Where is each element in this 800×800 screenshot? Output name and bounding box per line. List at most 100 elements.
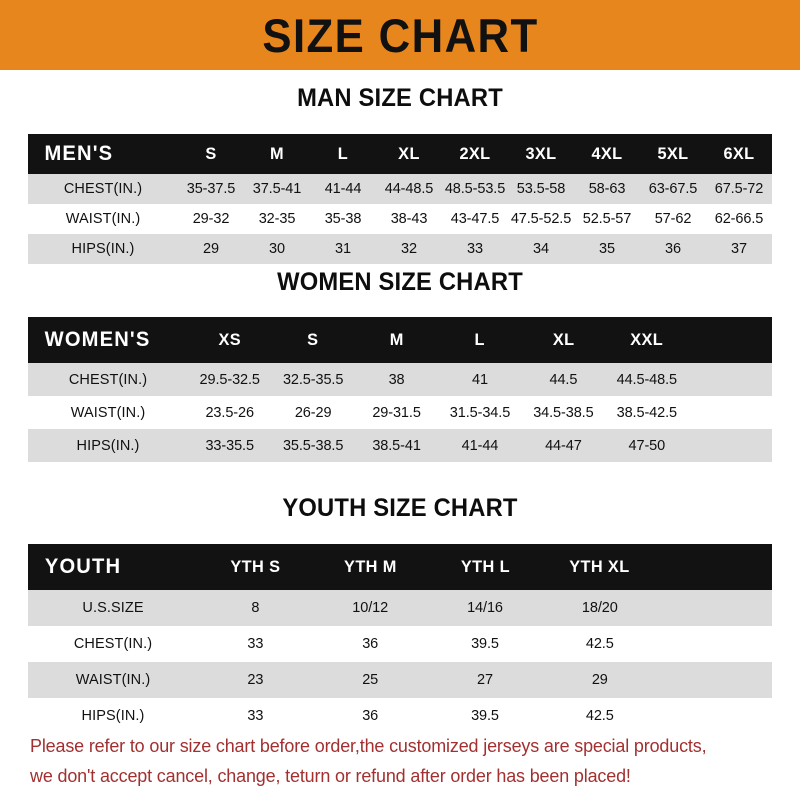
table-row: WAIST(IN.) 23 25 27 29	[28, 662, 772, 698]
row-label: WAIST(IN.)	[70, 404, 146, 421]
table-cell: 47.5-52.5	[510, 211, 572, 227]
table-row: CHEST(IN.) 33 36 39.5 42.5	[28, 626, 772, 662]
column-header: L	[474, 330, 486, 349]
column-header: 6XL	[723, 144, 755, 163]
table-cell: 38	[388, 371, 405, 388]
column-header: M	[389, 330, 404, 349]
table-cell: 63-67.5	[648, 181, 698, 197]
table-cell	[657, 698, 772, 734]
table-cell: 42.5	[585, 708, 614, 724]
table-row: CHEST(IN.) 35-37.5 37.5-41 41-44 44-48.5 48.5…	[28, 174, 772, 204]
table-cell: 18/20	[581, 600, 618, 616]
table-cell: 36	[362, 708, 379, 724]
table-cell	[657, 662, 772, 698]
order-policy-note-line-1: Please refer to our size chart before or…	[30, 735, 707, 756]
table-cell: 27	[477, 672, 493, 688]
column-header: S	[205, 144, 217, 163]
table-cell: 8	[251, 600, 260, 616]
table-cell: 44-47	[545, 437, 582, 454]
table-cell: 33-35.5	[205, 437, 254, 454]
table-cell: 39.5	[471, 708, 499, 724]
row-label: WAIST(IN.)	[75, 672, 151, 688]
table-corner-label: WOMEN'S	[44, 328, 151, 351]
table-cell: 67.5-72	[714, 181, 764, 197]
table-cell	[689, 363, 772, 396]
table-cell: 39.5	[471, 636, 499, 652]
table-cell: 41	[472, 371, 488, 388]
table-cell: 44-48.5	[384, 181, 434, 197]
column-header: XS	[218, 330, 241, 349]
table-cell: 38.5-42.5	[616, 404, 677, 421]
column-header: 2XL	[459, 144, 491, 163]
table-cell: 35.5-38.5	[282, 437, 344, 454]
column-header: YTH L	[460, 557, 510, 576]
row-label: HIPS(IN.)	[76, 437, 140, 454]
column-header: S	[307, 330, 319, 349]
table-cell: 53.5-58	[516, 181, 566, 197]
table-cell: 34.5-38.5	[533, 404, 594, 421]
table-cell: 41-44	[324, 181, 362, 197]
table-cell: 44.5-48.5	[616, 371, 677, 388]
column-header: XL	[552, 330, 575, 349]
section-title: MAN SIZE CHART	[297, 84, 503, 112]
table-cell	[657, 626, 772, 662]
section-title: WOMEN SIZE CHART	[277, 268, 523, 296]
size-table: WOMEN'S XS S M L XL XXL CHEST(IN.) 29.5-32.5 32.5…	[28, 317, 772, 462]
table-cell: 57-62	[654, 211, 692, 227]
table-cell: 36	[665, 241, 681, 257]
table-cell: 33	[467, 241, 483, 257]
table-cell: 29-32	[192, 211, 230, 227]
table-corner-label: MEN'S	[44, 142, 114, 165]
order-policy-note: Please refer to our size chart before or…	[30, 731, 756, 791]
column-header: 4XL	[591, 144, 623, 163]
table-cell: 35-38	[324, 211, 362, 227]
column-header: L	[337, 144, 349, 163]
table-cell: 38-43	[390, 211, 428, 227]
order-policy-note-line-2: we don't accept cancel, change, teturn o…	[30, 765, 631, 786]
table-cell: 43-47.5	[450, 211, 500, 227]
row-label: CHEST(IN.)	[68, 371, 148, 388]
table-cell: 44.5	[549, 371, 578, 388]
column-header	[690, 317, 770, 363]
table-cell: 36	[362, 636, 379, 652]
table-row: CHEST(IN.) 29.5-32.5 32.5-35.5 38 41 44.5 44.5…	[28, 363, 772, 396]
table-cell: 33	[247, 708, 264, 724]
row-label: HIPS(IN.)	[81, 708, 145, 724]
table-cell: 37	[731, 241, 747, 257]
row-label: U.S.SIZE	[82, 600, 144, 616]
table-cell: 10/12	[352, 600, 389, 616]
table-cell: 35-37.5	[186, 181, 236, 197]
table-cell: 29.5-32.5	[199, 371, 260, 388]
table-cell: 23.5-26	[205, 404, 254, 421]
row-label: CHEST(IN.)	[73, 636, 153, 652]
row-label: HIPS(IN.)	[71, 241, 135, 257]
row-label: WAIST(IN.)	[65, 211, 141, 227]
table-cell: 48.5-53.5	[444, 181, 506, 197]
table-header-row: YOUTH YTH S YTH M YTH L YTH XL	[28, 544, 772, 590]
table-cell	[689, 429, 772, 462]
table-cell: 29-31.5	[372, 404, 421, 421]
column-header: M	[270, 144, 284, 163]
table-cell: 14/16	[467, 600, 503, 616]
table-row: WAIST(IN.) 23.5-26 26-29 29-31.5 31.5-34.5 34…	[28, 396, 772, 429]
size-table: MEN'S S M L XL 2XL 3XL 4XL 5XL 6XL CHEST(IN.) 35-37…	[28, 134, 772, 264]
table-cell: 31	[335, 241, 351, 257]
column-header: 3XL	[525, 144, 557, 163]
table-cell	[657, 590, 772, 626]
table-cell: 34	[533, 241, 549, 257]
table-cell: 47-50	[628, 437, 666, 454]
table-row: HIPS(IN.) 33-35.5 35.5-38.5 38.5-41 41-44 44-…	[28, 429, 772, 462]
table-cell	[689, 396, 772, 429]
table-row: WAIST(IN.) 29-32 32-35 35-38 38-43 43-47.5 47.…	[28, 204, 772, 234]
column-header: YTH M	[343, 557, 397, 576]
table-cell: 62-66.5	[714, 211, 764, 227]
table-cell: 26-29	[294, 404, 332, 421]
table-cell: 25	[362, 672, 379, 688]
table-cell: 42.5	[585, 636, 614, 652]
table-cell: 29	[203, 241, 219, 257]
column-header	[659, 544, 769, 590]
table-header-row: WOMEN'S XS S M L XL XXL	[28, 317, 772, 363]
table-cell: 31.5-34.5	[449, 404, 511, 421]
table-cell: 33	[247, 636, 264, 652]
